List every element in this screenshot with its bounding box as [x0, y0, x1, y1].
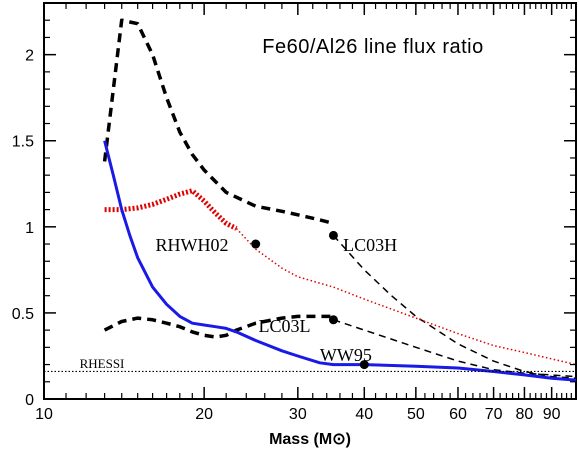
- data-marker: [328, 315, 338, 325]
- tick-labels-layer: 10 20 30 40 50 60 70 80 90 0 0.5 1 1.5 2: [12, 48, 561, 423]
- markers-layer: [251, 230, 369, 370]
- y-tick-label: 1: [25, 220, 34, 237]
- data-marker: [328, 230, 338, 240]
- curve-label-rhwh02: RHWH02: [155, 235, 228, 255]
- x-tick-label: 60: [449, 406, 467, 423]
- x-tick-label: 50: [407, 406, 425, 423]
- curve-label-lc03h: LC03H: [343, 235, 397, 255]
- series-line-ww95: [103, 140, 577, 382]
- data-marker: [359, 360, 369, 370]
- series-line-lc03l-extrapolation: [333, 319, 577, 378]
- y-tick-label: 1.5: [12, 134, 34, 151]
- annotations-layer: RHWH02 LC03H LC03L WW95: [155, 235, 397, 365]
- y-tick-label: 2: [25, 48, 34, 65]
- series-line-lc03h: [102, 18, 334, 226]
- x-tick-label: 30: [289, 406, 307, 423]
- x-axis-label: Mass (M⊙): [269, 431, 351, 448]
- curve-label-ww95: WW95: [320, 345, 372, 365]
- x-tick-label: 20: [195, 406, 213, 423]
- curves-layer: [102, 18, 577, 382]
- y-tick-label: 0: [25, 392, 34, 409]
- series-line-lc03l: [103, 314, 334, 339]
- rhessi-label: RHESSI: [80, 356, 125, 371]
- y-tick-label: 0.5: [12, 306, 34, 323]
- x-tick-label: 80: [516, 406, 534, 423]
- x-tick-label: 90: [543, 406, 561, 423]
- series-line-rhwh02-extrapolation: [235, 227, 577, 366]
- plot-frame: [43, 2, 577, 400]
- chart-title: Fe60/Al26 line flux ratio: [262, 36, 484, 58]
- curve-label-lc03l: LC03L: [258, 316, 310, 336]
- ticks-layer: [43, 2, 577, 400]
- x-tick-label: 40: [355, 406, 373, 423]
- series-line-rhwh02: [104, 188, 238, 231]
- x-tick-label: 70: [485, 406, 503, 423]
- x-tick-label: 10: [35, 406, 53, 423]
- data-marker: [251, 239, 261, 249]
